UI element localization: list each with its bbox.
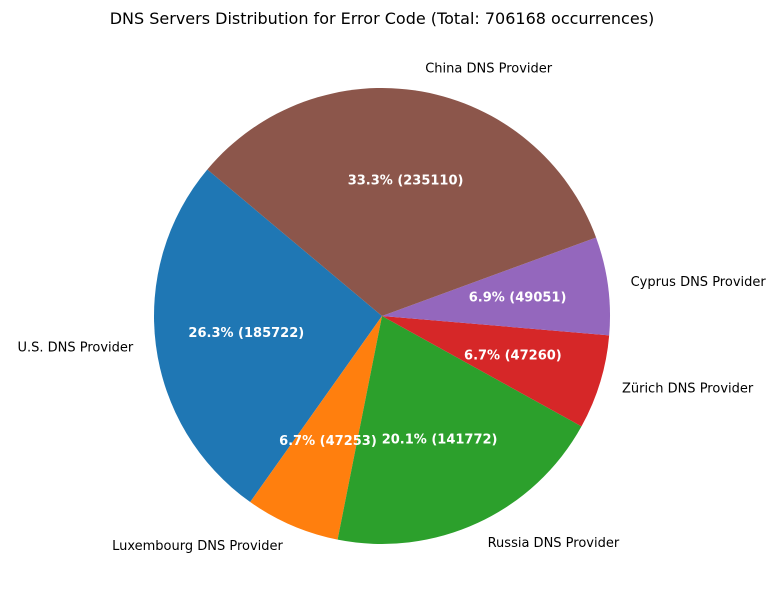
chart-title: DNS Servers Distribution for Error Code … xyxy=(110,9,655,28)
slice-percent-label: 26.3% (185722) xyxy=(188,326,304,341)
slice-percent-label: 20.1% (141772) xyxy=(382,433,498,448)
slice-label: U.S. DNS Provider xyxy=(17,341,133,356)
pie-slice xyxy=(382,316,610,427)
pie-slice xyxy=(154,169,382,503)
pie-slice xyxy=(207,88,597,316)
slice-label: Zürich DNS Provider xyxy=(622,381,754,396)
pie-outer-labels: U.S. DNS Provider Luxembourg DNS Provider… xyxy=(17,61,766,553)
slice-label: Russia DNS Provider xyxy=(488,536,620,551)
pie-percent-labels: 26.3% (185722) 6.7% (47253) 20.1% (141772)… xyxy=(188,174,566,449)
slice-percent-label: 6.7% (47260) xyxy=(464,348,562,363)
slice-label: China DNS Provider xyxy=(425,61,553,76)
slice-label: Cyprus DNS Provider xyxy=(631,275,767,290)
pie-slice xyxy=(382,237,610,336)
pie-slices xyxy=(154,88,610,544)
slice-percent-label: 6.7% (47253) xyxy=(279,434,377,449)
slice-percent-label: 33.3% (235110) xyxy=(348,174,464,189)
slice-percent-label: 6.9% (49051) xyxy=(469,290,567,305)
pie-slice xyxy=(337,316,582,544)
pie-slice xyxy=(250,316,382,540)
slice-label: Luxembourg DNS Provider xyxy=(112,539,283,554)
